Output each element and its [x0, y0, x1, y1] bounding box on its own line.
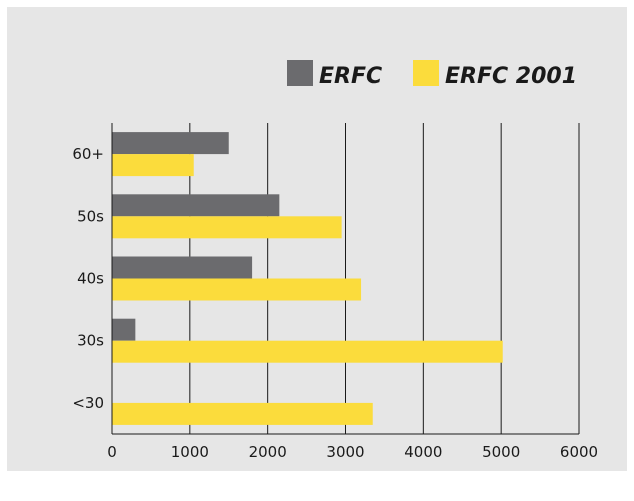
x-tick-label: 3000: [326, 443, 364, 461]
bar-erfc-2001-0: [112, 154, 194, 177]
category-label: 60+: [72, 145, 104, 163]
chart-panel: 60+ 50s 40s 30s <30 0 1000 2000 3000 4000 5000 600…: [7, 7, 627, 471]
legend-swatch-erfc: [287, 60, 313, 86]
bar-erfc-1: [112, 194, 280, 217]
category-label: 30s: [77, 332, 104, 350]
axes: [111, 123, 579, 435]
bar-erfc-2001-3: [112, 340, 503, 363]
category-labels: 60+ 50s 40s 30s <30: [72, 145, 104, 412]
bars: [112, 132, 503, 425]
x-tick-labels: 0 1000 2000 3000 4000 5000 6000: [107, 443, 598, 461]
bar-erfc-2001-2: [112, 278, 362, 301]
category-label: 40s: [77, 270, 104, 288]
bar-erfc-2001-4: [112, 402, 373, 425]
x-tick-label: 5000: [482, 443, 520, 461]
legend: ERFC ERFC 2001: [287, 60, 577, 89]
bar-erfc-2001-1: [112, 216, 342, 239]
x-tick-label: 0: [107, 443, 117, 461]
legend-label-erfc-2001: ERFC 2001: [445, 64, 577, 89]
bar-erfc-0: [112, 132, 229, 155]
bar-erfc-3: [112, 318, 136, 341]
x-tick-label: 2000: [249, 443, 287, 461]
legend-swatch-erfc-2001: [413, 60, 439, 86]
x-tick-label: 4000: [404, 443, 442, 461]
legend-label-erfc: ERFC: [319, 64, 382, 89]
category-label: 50s: [77, 207, 104, 225]
x-tick-label: 6000: [560, 443, 598, 461]
category-label: <30: [72, 394, 104, 412]
bar-erfc-2: [112, 256, 253, 279]
x-tick-label: 1000: [171, 443, 209, 461]
bar-chart: 60+ 50s 40s 30s <30 0 1000 2000 3000 4000 5000 600…: [72, 60, 598, 461]
